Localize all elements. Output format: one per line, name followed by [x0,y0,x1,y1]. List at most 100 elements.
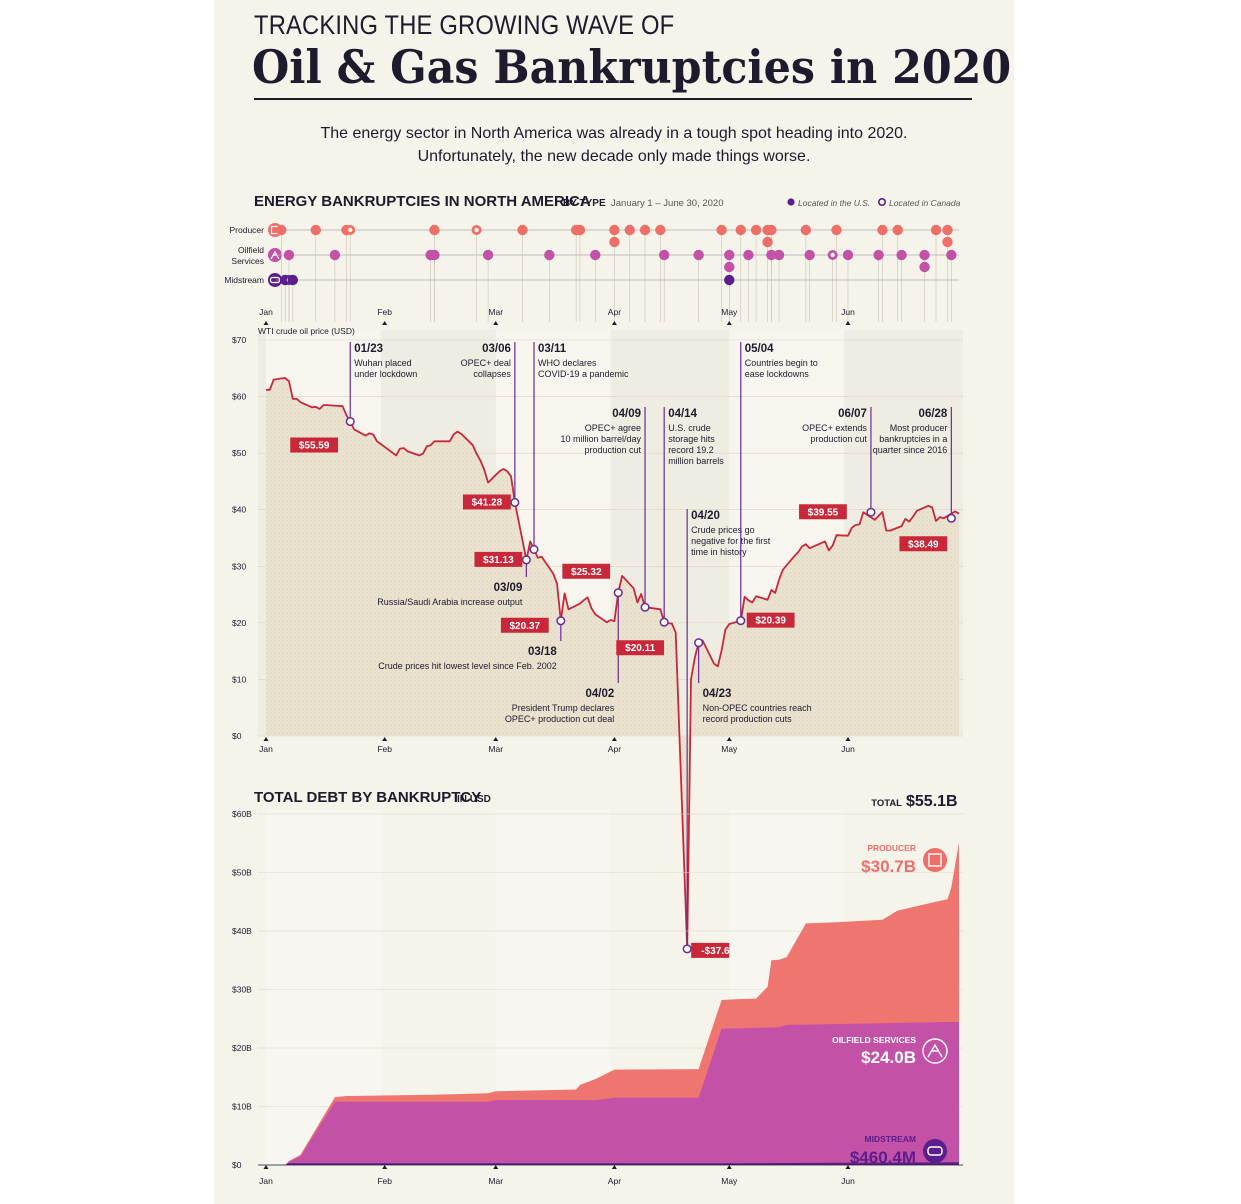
annotation-date: 04/23 [703,688,732,700]
bankruptcy-dot [482,249,494,261]
annotation-marker [866,507,876,517]
bankruptcy-x-tick: Apr [608,307,621,317]
tick-marker [382,1165,388,1169]
annotation-text: record production cuts [703,714,793,724]
price-tag-label: $38.49 [908,539,939,550]
tick-marker [611,1165,617,1169]
tick-marker [726,321,732,325]
annotation-text: million barrels [668,456,724,466]
tick-marker [493,321,499,325]
bankruptcy-x-tick: May [721,307,738,317]
price-tag-label: $20.37 [510,621,541,632]
oil-y-tick: $20 [232,618,246,628]
annotation-text: OPEC+ deal [461,358,511,368]
bankruptcy-dot [766,249,777,261]
debt-x-tick: Jan [259,1176,273,1186]
bankruptcy-dot [896,249,907,261]
annotation-text: production cut [810,434,867,444]
legend-us-label: Located in the U.S. [798,198,870,208]
annotation-text: record 19.2 [668,445,714,455]
debt-y-tick: $10B [232,1102,252,1112]
annotation-marker [345,416,355,427]
price-tag [474,551,523,567]
annotation-text: COVID-19 a pandemic [538,369,629,379]
price-tag-label: $20.39 [755,616,786,627]
tick-marker [263,321,269,325]
annotation-date: 05/04 [745,343,774,355]
annotation-marker [521,555,531,565]
bankruptcy-dot [574,224,586,236]
infographic: TRACKING THE GROWING WAVE OF Oil & Gas B… [214,0,1014,1204]
bankruptcy-dot-canada-hole [348,227,353,233]
annotation-date: 04/09 [612,408,641,420]
tanker-truck-icon-glyph [927,1146,943,1156]
legend-canada-marker [877,198,886,207]
annotation-text: quarter since 2016 [873,445,948,455]
debt-y-axis: $0 $10B $20B $30B $40B $50B $60B [232,809,252,1170]
annotation-text: WHO declares [538,358,597,368]
debt-chart-title: TOTAL DEBT BY BANKRUPTCY [254,789,481,806]
annotation-marker [613,588,623,598]
price-tag [562,563,611,579]
debt-x-tick: May [721,1176,738,1186]
oil-y-tick: $0 [232,731,242,741]
bankruptcy-dot [590,249,601,261]
annotation-text: U.S. crude [668,423,711,433]
bankruptcy-dot [942,236,953,248]
annotation-date: 03/18 [528,646,557,658]
annotation-marker [529,544,539,554]
area-oilfield-services [285,1021,960,1165]
annotation-date: 01/23 [354,343,383,355]
legend-canada-label: Located in Canada [889,198,961,208]
tick-marker [611,737,617,741]
annotation-text: production cut [584,445,641,455]
bankruptcy-dot [743,249,754,261]
label-midstream-total: $460.4M [850,1148,916,1167]
bankruptcy-dot [724,274,735,286]
oil-drum-icon-glyph [928,853,942,867]
bankruptcy-dot [658,249,670,261]
bankruptcy-x-tick: Mar [488,307,503,317]
annotation-text: Countries begin to [745,358,818,368]
oil-y-tick: $50 [232,448,246,458]
debt-x-tick: Mar [488,1176,503,1186]
bankruptcy-x-tick: Jan [259,307,273,317]
bankruptcy-dot [919,249,930,261]
price-tag-label: $41.28 [472,497,503,508]
bankruptcy-dot [946,249,957,261]
annotation-text: OPEC+ extends [802,423,867,433]
bankruptcy-dot [639,224,651,236]
annotation-text: collapses [473,369,511,379]
annotation-text: Wuhan placed [354,358,411,368]
debt-x-tick: Feb [377,1176,392,1186]
price-tag [799,504,847,520]
bankruptcy-dot [287,274,299,286]
charts-svg: ENERGY BANKRUPTCIES IN NORTH AMERICA BY … [224,193,963,1186]
annotation-marker [640,602,650,612]
label-oilfield-name: OILFIELD SERVICES [832,1035,916,1045]
annotation-marker [556,616,566,626]
oil-price-area [266,377,959,949]
tick-marker [726,737,732,741]
debt-chart-title-suffix: IN USD [457,794,491,805]
bankruptcy-dot [942,224,953,236]
oil-x-tick: Mar [488,744,503,754]
tick-marker [382,737,388,741]
debt-y-tick: $20B [232,1043,252,1053]
bankruptcy-dot-canada-hole [474,227,479,233]
bankruptcy-dot [773,249,785,261]
bankruptcy-dot [310,224,321,236]
oil-y-tick: $70 [232,335,246,345]
headline: Oil & Gas Bankruptcies in 2020 [252,40,1012,94]
price-tag [500,617,549,633]
debt-x-tick: Apr [608,1176,621,1186]
bankruptcy-dot [693,249,704,261]
bankruptcy-chart-title: ENERGY BANKRUPTCIES IN NORTH AMERICA [254,193,591,210]
debt-y-tick: $0 [232,1160,242,1170]
legend-us-marker [787,198,795,206]
oil-y-tick: $10 [232,674,246,684]
bankruptcy-dot [544,249,555,261]
tick-marker [382,321,388,325]
label-producer-total: $30.7B [861,857,916,876]
